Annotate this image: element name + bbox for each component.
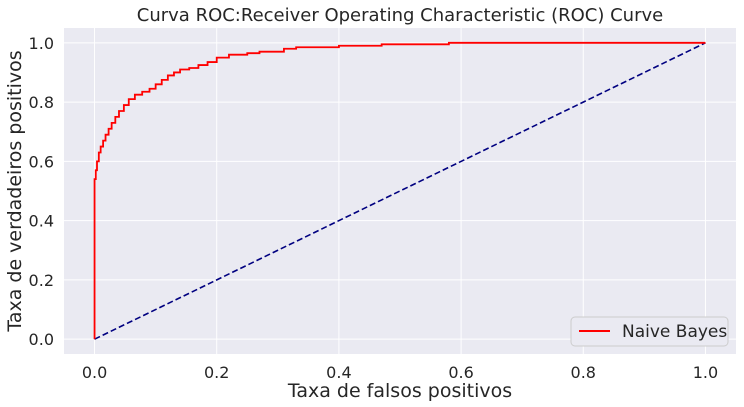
y-tick-label: 0.4: [29, 212, 54, 231]
x-tick-label: 0.2: [204, 363, 229, 382]
y-tick-label: 0.6: [29, 152, 54, 171]
x-axis-label: Taxa de falsos positivos: [287, 380, 512, 402]
series-layer: [93, 41, 706, 340]
y-tick-label: 0.2: [29, 271, 54, 290]
y-tick-label: 0.0: [29, 330, 54, 349]
x-tick-label: 0.6: [448, 363, 473, 382]
y-tick-label: 1.0: [29, 34, 54, 53]
x-tick-label: 0.8: [571, 363, 596, 382]
x-tick-label: 1.0: [693, 363, 718, 382]
grid-lines: [64, 28, 736, 354]
roc-curve-naive-bayes: [93, 41, 706, 340]
legend: Naive Bayes: [570, 316, 729, 347]
y-tick-labels: 0.0 0.2 0.4 0.6 0.8 1.0: [29, 34, 54, 349]
legend-label-naive-bayes: Naive Bayes: [622, 322, 727, 342]
chance-diagonal-line: [94, 42, 706, 340]
legend-box: [570, 316, 729, 347]
x-tick-label: 0.0: [82, 363, 107, 382]
x-tick-label: 0.4: [326, 363, 351, 382]
y-axis-label: Taxa de verdadeiros positivos: [4, 50, 26, 332]
plot-background: [64, 28, 736, 354]
y-tick-label: 0.8: [29, 93, 54, 112]
x-tick-labels: 0.0 0.2 0.4 0.6 0.8 1.0: [82, 363, 718, 382]
chart-title: Curva ROC:Receiver Operating Characteris…: [137, 5, 663, 26]
